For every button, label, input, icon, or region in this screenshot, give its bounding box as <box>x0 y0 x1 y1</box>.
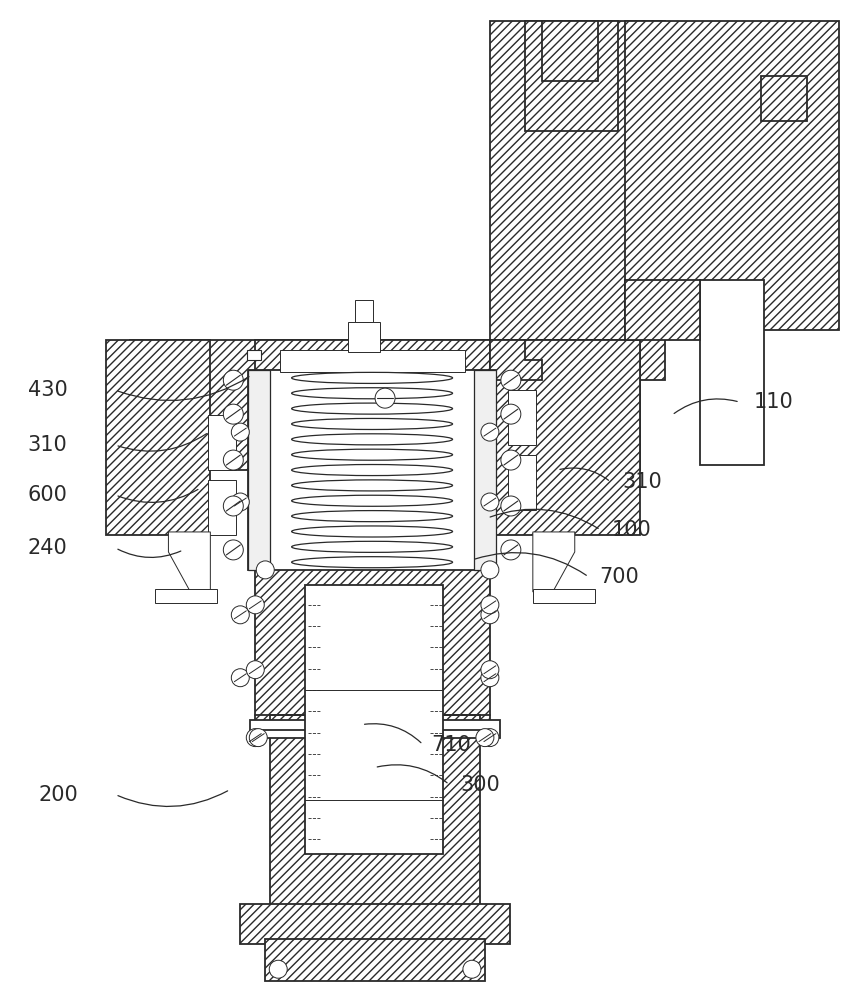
Text: 110: 110 <box>754 392 794 412</box>
Polygon shape <box>762 76 808 121</box>
Polygon shape <box>490 21 665 380</box>
Circle shape <box>501 540 521 560</box>
Ellipse shape <box>292 526 453 537</box>
Ellipse shape <box>292 372 453 383</box>
Ellipse shape <box>292 511 453 522</box>
Circle shape <box>246 596 265 614</box>
Bar <box>355 300 373 322</box>
Circle shape <box>223 450 243 470</box>
Ellipse shape <box>292 434 453 445</box>
Bar <box>248 370 496 570</box>
Text: 200: 200 <box>38 785 78 805</box>
Circle shape <box>481 561 499 579</box>
Polygon shape <box>240 904 510 944</box>
Circle shape <box>249 729 267 747</box>
Circle shape <box>481 423 499 441</box>
Bar <box>533 589 595 603</box>
Circle shape <box>269 960 288 978</box>
Circle shape <box>481 669 499 687</box>
Circle shape <box>463 960 481 978</box>
Circle shape <box>256 561 274 579</box>
Bar <box>280 350 465 372</box>
Circle shape <box>481 596 499 614</box>
Polygon shape <box>490 340 542 380</box>
Text: 600: 600 <box>27 485 67 505</box>
Bar <box>306 585 443 854</box>
Text: 310: 310 <box>27 435 67 455</box>
Circle shape <box>501 450 521 470</box>
Circle shape <box>481 729 499 747</box>
Circle shape <box>246 729 265 747</box>
Text: 310: 310 <box>622 472 662 492</box>
Circle shape <box>231 606 249 624</box>
Circle shape <box>375 388 395 408</box>
Text: 700: 700 <box>599 567 639 587</box>
Text: 240: 240 <box>27 538 67 558</box>
Circle shape <box>476 729 494 747</box>
Ellipse shape <box>292 418 453 429</box>
Circle shape <box>231 669 249 687</box>
Ellipse shape <box>292 495 453 506</box>
Bar <box>208 415 237 470</box>
Polygon shape <box>255 340 490 730</box>
Ellipse shape <box>292 480 453 491</box>
Polygon shape <box>106 340 210 535</box>
Circle shape <box>246 661 265 679</box>
Ellipse shape <box>292 465 453 476</box>
Polygon shape <box>533 532 574 592</box>
Circle shape <box>481 661 499 679</box>
Ellipse shape <box>292 541 453 552</box>
Bar <box>348 322 380 352</box>
Bar <box>248 370 271 570</box>
Text: 430: 430 <box>27 380 67 400</box>
Circle shape <box>223 540 243 560</box>
Bar <box>208 480 237 535</box>
Polygon shape <box>271 715 480 909</box>
Bar <box>250 720 500 738</box>
Circle shape <box>481 493 499 511</box>
Text: 100: 100 <box>611 520 651 540</box>
Ellipse shape <box>292 403 453 414</box>
Bar <box>508 390 536 445</box>
Bar <box>156 589 217 603</box>
Polygon shape <box>470 340 640 535</box>
Bar <box>266 939 485 981</box>
Polygon shape <box>248 350 261 360</box>
Circle shape <box>231 423 249 441</box>
Circle shape <box>501 496 521 516</box>
Circle shape <box>223 404 243 424</box>
Circle shape <box>231 493 249 511</box>
Polygon shape <box>168 532 210 592</box>
Circle shape <box>223 370 243 390</box>
Polygon shape <box>625 21 839 330</box>
Circle shape <box>223 496 243 516</box>
Bar <box>474 370 496 570</box>
Circle shape <box>481 606 499 624</box>
Polygon shape <box>525 21 618 131</box>
Polygon shape <box>130 340 640 470</box>
Ellipse shape <box>292 388 453 399</box>
Text: 300: 300 <box>461 775 500 795</box>
Circle shape <box>501 404 521 424</box>
Bar <box>508 455 536 510</box>
Polygon shape <box>542 21 597 81</box>
Circle shape <box>501 370 521 390</box>
Polygon shape <box>625 280 700 340</box>
Ellipse shape <box>292 557 453 568</box>
Text: 710: 710 <box>431 735 471 755</box>
Ellipse shape <box>292 449 453 460</box>
Bar <box>700 280 764 465</box>
